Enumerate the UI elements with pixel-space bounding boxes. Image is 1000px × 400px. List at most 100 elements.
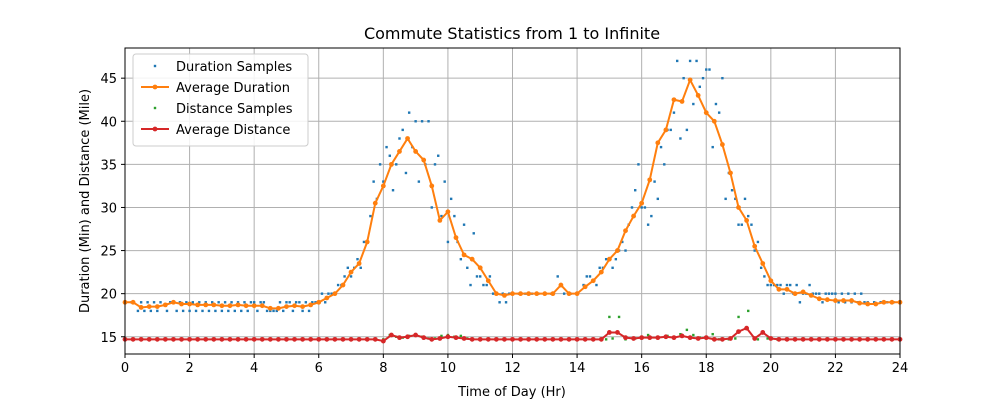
scatter-point xyxy=(272,309,275,313)
line-marker xyxy=(841,336,846,342)
line-marker xyxy=(582,336,588,342)
scatter-point xyxy=(685,328,689,332)
scatter-point xyxy=(789,283,792,287)
line-marker xyxy=(808,292,814,298)
line-marker xyxy=(171,299,176,305)
line-marker xyxy=(421,157,427,163)
line-marker xyxy=(235,302,241,308)
line-marker xyxy=(187,336,192,342)
x-tick-label: 16 xyxy=(633,361,650,376)
line-marker xyxy=(534,291,540,297)
scatter-point xyxy=(223,301,227,304)
line-marker xyxy=(445,334,451,340)
scatter-point xyxy=(611,337,614,340)
line-marker xyxy=(792,336,798,342)
line-marker xyxy=(784,336,790,342)
scatter-point xyxy=(143,309,146,313)
scatter-point xyxy=(488,275,492,278)
line-marker xyxy=(526,291,532,297)
scatter-point xyxy=(701,76,705,80)
scatter-point xyxy=(611,266,614,270)
scatter-point xyxy=(204,301,207,304)
line-marker xyxy=(437,336,443,341)
scatter-point xyxy=(482,283,485,287)
scatter-point xyxy=(420,120,424,123)
line-marker xyxy=(340,282,346,288)
scatter-point xyxy=(175,309,178,313)
line-marker xyxy=(259,303,265,309)
line-marker xyxy=(558,336,564,342)
scatter-point xyxy=(356,257,359,261)
line-marker xyxy=(736,205,741,210)
x-tick-label: 14 xyxy=(569,361,586,376)
x-tick-label: 18 xyxy=(698,361,715,376)
line-marker xyxy=(493,291,499,297)
line-marker xyxy=(502,292,507,298)
line-marker xyxy=(292,336,297,342)
scatter-point xyxy=(708,68,711,71)
scatter-point xyxy=(821,301,824,304)
scatter-point xyxy=(472,232,475,235)
line-marker xyxy=(816,296,822,302)
x-axis-label: Time of Day (Hr) xyxy=(457,385,566,400)
x-tick-label: 12 xyxy=(504,361,521,376)
scatter-point xyxy=(469,283,472,287)
line-marker xyxy=(421,335,427,341)
x-tick-label: 0 xyxy=(121,361,129,376)
line-marker xyxy=(397,335,402,341)
line-marker xyxy=(154,336,160,342)
legend-point-swatch xyxy=(153,64,157,68)
line-marker xyxy=(485,278,491,284)
line-marker xyxy=(211,302,217,308)
scatter-point xyxy=(798,301,802,304)
series-average-distance xyxy=(122,325,903,344)
line-marker xyxy=(615,330,620,335)
line-marker xyxy=(300,336,306,342)
scatter-point xyxy=(734,337,737,340)
scatter-point xyxy=(304,301,308,304)
x-tick-label: 8 xyxy=(379,361,387,376)
line-marker xyxy=(389,161,394,167)
line-marker xyxy=(760,330,766,335)
scatter-point xyxy=(562,292,566,295)
scatter-point xyxy=(462,223,466,226)
scatter-point xyxy=(747,214,750,218)
y-tick-label: 20 xyxy=(100,288,117,303)
scatter-point xyxy=(705,68,708,71)
scatter-point xyxy=(663,163,666,166)
scatter-point xyxy=(359,266,362,270)
scatter-point xyxy=(188,309,191,313)
scatter-point xyxy=(301,309,304,313)
line-marker xyxy=(300,304,306,309)
scatter-point xyxy=(750,223,753,226)
line-marker xyxy=(631,213,636,219)
x-tick-label: 2 xyxy=(185,361,193,376)
line-marker xyxy=(429,336,435,342)
scatter-point xyxy=(165,309,169,313)
line-marker xyxy=(865,301,871,307)
scatter-point xyxy=(291,309,295,313)
line-marker xyxy=(744,217,750,223)
line-marker xyxy=(380,183,386,189)
line-marker xyxy=(857,336,863,342)
scatter-point xyxy=(734,197,737,201)
scatter-point xyxy=(156,309,159,313)
legend-point-swatch xyxy=(153,106,157,110)
line-marker xyxy=(655,140,661,146)
x-tick-label: 4 xyxy=(250,361,258,376)
scatter-point xyxy=(459,334,463,338)
x-tick-label: 24 xyxy=(892,361,909,376)
scatter-point xyxy=(504,301,508,304)
line-marker xyxy=(413,332,419,338)
scatter-point xyxy=(759,266,763,270)
scatter-point xyxy=(827,292,831,295)
line-marker xyxy=(251,336,257,342)
scatter-point xyxy=(730,189,734,192)
line-marker xyxy=(405,334,410,340)
scatter-point xyxy=(433,163,437,166)
scatter-point xyxy=(282,309,285,313)
scatter-point xyxy=(753,249,756,252)
line-marker xyxy=(841,298,846,303)
line-marker xyxy=(284,304,289,309)
scatter-point xyxy=(262,301,266,304)
